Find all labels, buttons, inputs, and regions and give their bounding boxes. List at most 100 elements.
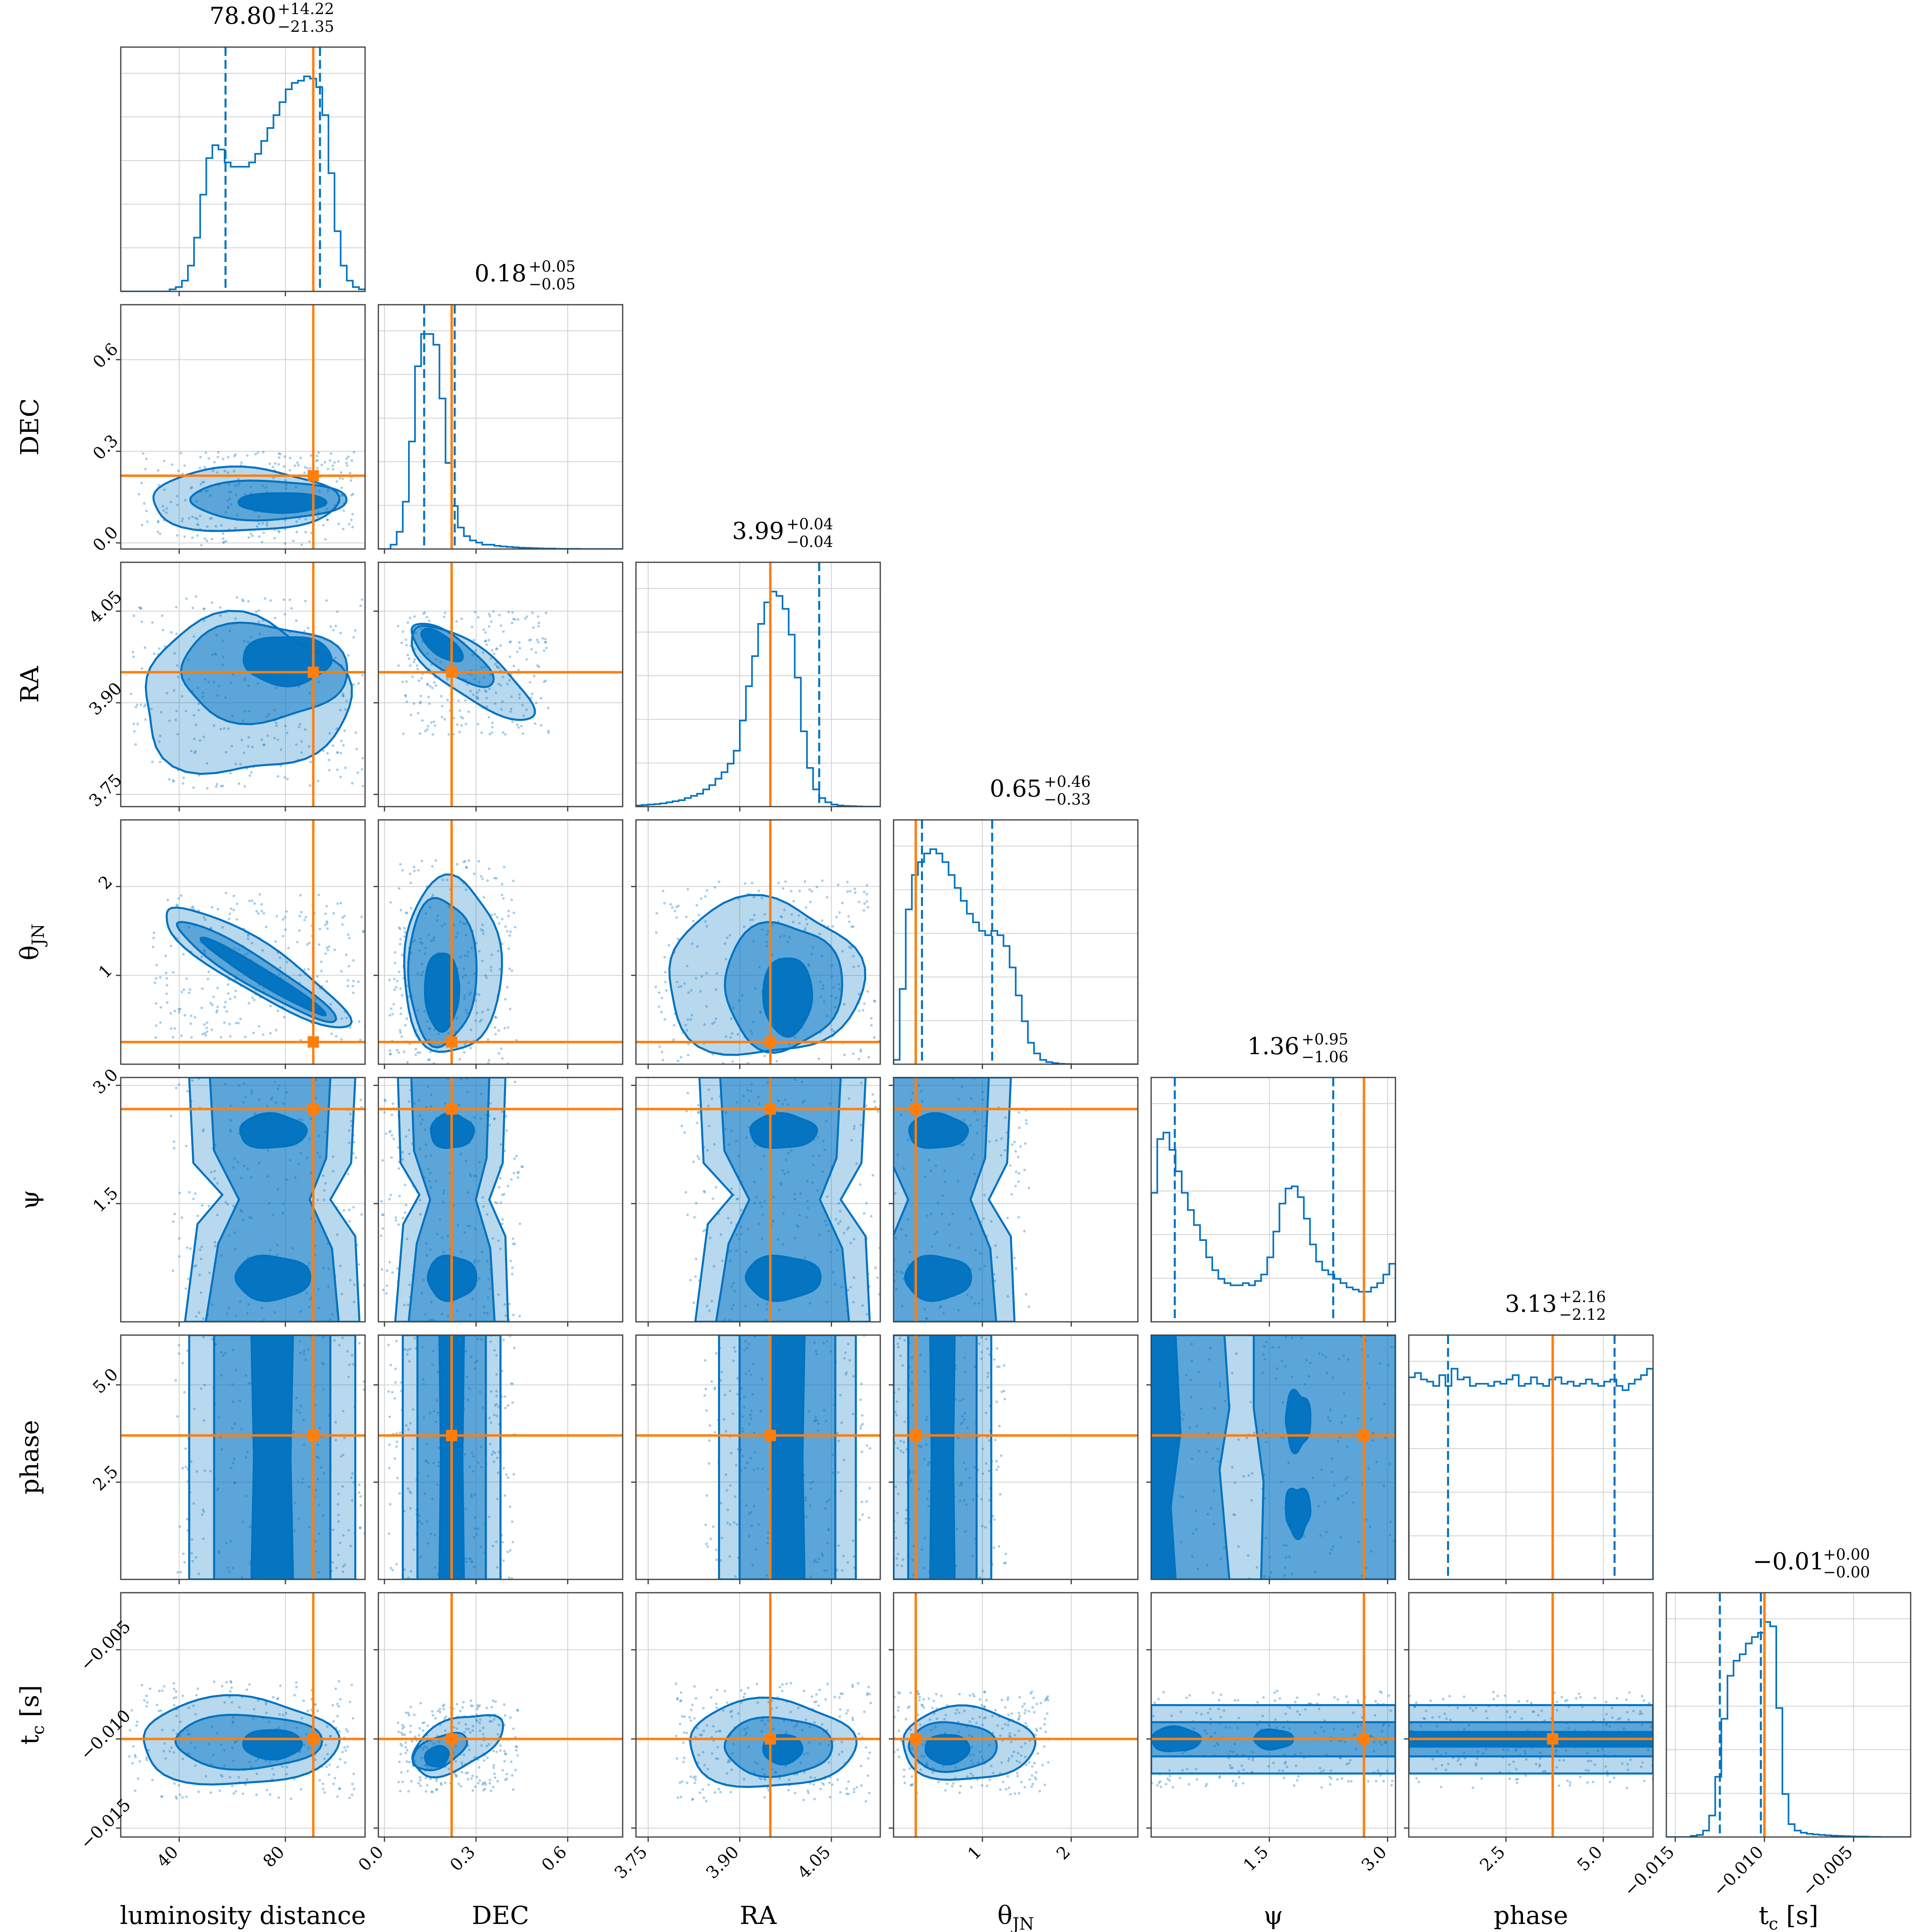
sample-point [438, 1707, 442, 1711]
sample-point [341, 1292, 343, 1296]
sample-point [480, 928, 483, 931]
sample-point [223, 541, 225, 543]
sample-point [845, 1712, 848, 1715]
sample-point [711, 1022, 714, 1025]
sample-point [388, 1014, 391, 1017]
sample-point [398, 887, 400, 890]
sample-point [777, 1065, 779, 1067]
sample-point [407, 1487, 410, 1490]
sample-point [996, 1365, 999, 1368]
sample-point [419, 702, 422, 705]
sample-point [332, 912, 335, 915]
sample-point [173, 1688, 175, 1690]
sample-point [188, 988, 192, 991]
sample-point [359, 1495, 362, 1498]
sample-point [265, 1711, 268, 1714]
sample-point [322, 1782, 324, 1785]
sample-point [340, 1017, 343, 1020]
sample-point [715, 972, 718, 975]
sample-point [846, 890, 849, 893]
sample-point [1307, 1331, 1310, 1333]
sample-point [1002, 1073, 1005, 1076]
sample-point [144, 703, 147, 706]
sample-point [136, 722, 139, 726]
sample-point [720, 1501, 722, 1505]
panel-phase-vs-phase: 3.13 +2.16−2.12 [1408, 1288, 1654, 1584]
sample-point [455, 1727, 458, 1730]
sample-point [303, 728, 307, 731]
sample-point [867, 906, 869, 909]
sample-point [677, 904, 680, 907]
sample-point [1004, 1561, 1007, 1564]
sample-point [518, 697, 521, 700]
sample-point [359, 1038, 362, 1041]
sample-point [978, 1342, 980, 1345]
sample-point [191, 536, 194, 539]
sample-point [724, 1035, 727, 1038]
sample-point [463, 1325, 466, 1327]
sample-point [952, 1323, 955, 1326]
sample-point [881, 1196, 884, 1199]
sample-point [336, 751, 339, 754]
sample-point [683, 982, 686, 985]
sample-point [441, 705, 444, 708]
sample-point [348, 1208, 351, 1212]
sample-point [839, 1210, 842, 1213]
sample-point [836, 1432, 839, 1435]
panel-tc-vs-dec: 0.0 0.3 0.6 [354, 1592, 623, 1875]
sample-point [283, 465, 285, 468]
sample-point [213, 1680, 216, 1683]
sample-point [737, 1580, 739, 1582]
sample-point [467, 1323, 469, 1325]
sample-point [506, 1185, 510, 1187]
truth-marker [446, 1036, 458, 1048]
sample-point [202, 735, 205, 738]
sample-point [255, 910, 258, 913]
sample-point [275, 1029, 278, 1032]
sample-point [881, 1487, 883, 1489]
sample-point [181, 520, 184, 523]
sample-point [995, 1460, 998, 1463]
sample-point [982, 1217, 985, 1220]
sample-point [227, 992, 230, 995]
sample-point [713, 1143, 716, 1146]
sample-point [494, 1201, 497, 1204]
sample-point [336, 1715, 339, 1717]
sample-point [229, 1690, 232, 1693]
sample-point [525, 658, 528, 661]
sample-point [206, 1021, 208, 1024]
sample-point [850, 947, 852, 949]
sample-point [398, 1195, 401, 1197]
sample-point [696, 1121, 699, 1125]
sample-point [328, 1773, 330, 1776]
sample-point [340, 1455, 343, 1458]
sample-point [206, 525, 209, 528]
sample-point [178, 1255, 181, 1258]
sample-point [775, 1060, 778, 1063]
sample-point [350, 459, 353, 462]
sample-point [871, 1257, 873, 1259]
sample-point [664, 980, 667, 984]
sample-point [752, 896, 755, 899]
sample-point [336, 751, 339, 754]
sample-point [175, 1696, 178, 1699]
sample-point [228, 912, 231, 915]
sample-point [1321, 1329, 1323, 1331]
sample-point [473, 872, 476, 875]
sample-point [780, 1328, 782, 1331]
sample-point [333, 1777, 336, 1779]
sample-point [339, 1698, 342, 1701]
sample-point [320, 464, 323, 466]
sample-point [388, 1467, 391, 1470]
x-tick-label-dec: 0.3 [446, 1842, 479, 1875]
sample-point [504, 1329, 506, 1331]
sample-point [828, 1761, 830, 1764]
sample-point [481, 877, 484, 880]
sample-point [165, 992, 168, 995]
sample-point [410, 1780, 413, 1783]
sample-point [487, 716, 490, 719]
sample-point [172, 1682, 175, 1685]
sample-point [394, 1219, 397, 1222]
sample-point [993, 1280, 996, 1282]
sample-point [341, 1336, 344, 1340]
